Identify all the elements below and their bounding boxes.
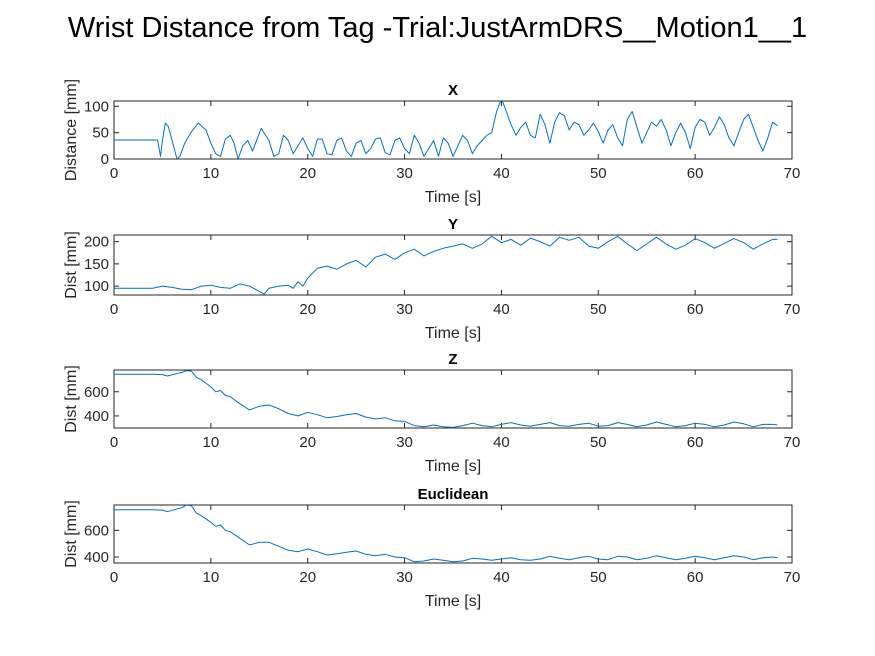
x-tick-label: 30 [396,301,413,318]
subplot-3: Z 0 10 20 30 40 50 60 70 400 600 Time [s] Dist [mm] [63,351,800,475]
x-axis-label: Time [s] [425,458,481,475]
x-tick-label: 40 [493,301,510,318]
x-tick-label: 40 [493,165,510,182]
axes-box [113,504,793,564]
y-tick-label: 150 [84,256,109,273]
x-tick-label: 40 [493,434,510,451]
series-line [114,505,778,563]
x-tick-label: 60 [687,165,704,182]
x-tick-label: 50 [590,301,607,318]
x-tick-label: 50 [590,165,607,182]
series-line [114,235,778,295]
x-axis-label: Time [s] [425,325,481,342]
x-tick-label: 60 [687,434,704,451]
x-tick-label: 20 [299,569,316,586]
subplot-title: X [448,82,458,99]
y-tick-label: 0 [101,151,109,168]
y-tick-label: 400 [84,408,109,425]
x-tick-label: 0 [110,434,118,451]
x-tick-label: 20 [299,434,316,451]
x-tick-label: 60 [687,569,704,586]
subplot-title: Z [448,351,457,368]
x-tick-label: 50 [590,434,607,451]
y-axis-label: Dist [mm] [63,500,80,568]
y-tick-label: 50 [92,125,109,142]
x-tick-label: 10 [203,301,220,318]
y-axis-label: Dist [mm] [63,231,80,299]
subplot-4: Euclidean 0 10 20 30 40 50 60 70 400 600 Time [s] Di… [63,486,800,610]
x-tick-label: 70 [784,165,801,182]
x-tick-label: 20 [299,301,316,318]
y-tick-label: 200 [84,234,109,251]
subplot-title: Euclidean [418,486,489,503]
x-tick-label: 60 [687,301,704,318]
subplot-title: Y [448,216,458,233]
y-tick-label: 600 [84,522,109,539]
x-tick-label: 10 [203,434,220,451]
x-tick-label: 30 [396,165,413,182]
x-tick-label: 20 [299,165,316,182]
x-tick-label: 10 [203,165,220,182]
x-tick-label: 40 [493,569,510,586]
x-tick-label: 70 [784,434,801,451]
x-tick-label: 70 [784,569,801,586]
x-tick-label: 50 [590,569,607,586]
x-axis-label: Time [s] [425,593,481,610]
series-line [114,101,778,159]
series-line [114,370,778,428]
y-tick-label: 600 [84,384,109,401]
axes-box [113,100,793,160]
figure-title: Wrist Distance from Tag -Trial:JustArmDR… [67,12,808,44]
subplot-1: X 0 10 20 30 40 50 60 70 0 50 100 Time [s] Distance [… [63,79,800,206]
y-tick-label: 100 [84,98,109,115]
x-tick-label: 30 [396,569,413,586]
y-axis-label: Distance [mm] [63,79,80,181]
x-axis-label: Time [s] [425,189,481,206]
axes-box [113,234,793,296]
axes-box [113,369,793,429]
x-tick-label: 0 [110,301,118,318]
subplot-2: Y 0 10 20 30 40 50 60 70 100 150 200 Time [s] Dist [m… [63,216,800,342]
x-tick-label: 10 [203,569,220,586]
x-tick-label: 70 [784,301,801,318]
y-tick-label: 100 [84,278,109,295]
y-tick-label: 400 [84,549,109,566]
x-tick-label: 0 [110,569,118,586]
y-axis-label: Dist [mm] [63,365,80,433]
x-tick-label: 30 [396,434,413,451]
x-tick-label: 0 [110,165,118,182]
